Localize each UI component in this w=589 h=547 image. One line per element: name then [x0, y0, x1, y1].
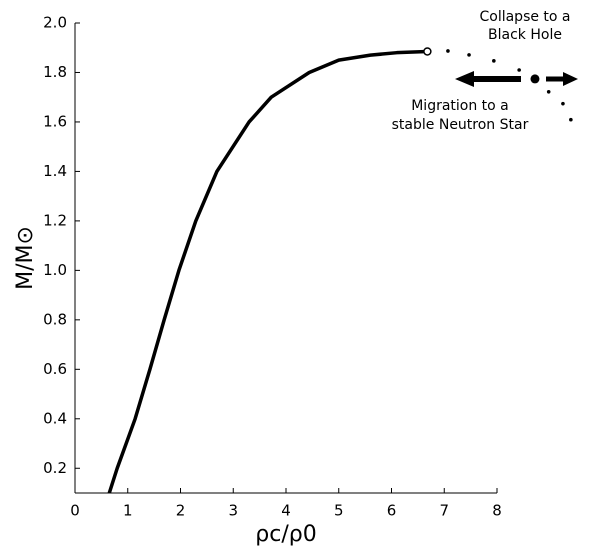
y-tick-label: 0.4 — [43, 409, 67, 427]
y-axis-label: M/M⊙ — [13, 226, 38, 290]
curve — [107, 49, 428, 494]
annotation: Black Hole — [488, 27, 562, 43]
arrows — [455, 71, 578, 87]
y-tick-label: 0.2 — [43, 459, 67, 477]
y-tick-label: 1.6 — [43, 112, 67, 130]
y-tick-label: 1.4 — [43, 162, 67, 180]
unstable-point — [517, 68, 521, 72]
arrow-head — [563, 72, 578, 86]
unstable-point — [492, 59, 496, 63]
y-tick-label: 1.8 — [43, 63, 67, 81]
y-tick-label: 2.0 — [43, 14, 67, 32]
unstable-point — [467, 53, 471, 57]
y-tick-label: 1.2 — [43, 211, 67, 229]
unstable-point — [561, 101, 565, 106]
x-tick-label: 3 — [228, 502, 238, 520]
annotation: Collapse to a — [479, 9, 570, 25]
x-tick-label: 7 — [439, 502, 449, 520]
x-tick-label: 1 — [123, 502, 133, 520]
unstable-point — [546, 89, 551, 94]
perturbed-star — [530, 74, 540, 84]
x-axis-label: ρc/ρ0 — [255, 522, 316, 547]
y-tick-label: 1.0 — [43, 261, 67, 279]
x-tick-label: 2 — [176, 502, 186, 520]
x-tick-label: 6 — [387, 502, 397, 520]
x-tick-label: 8 — [492, 502, 502, 520]
x-tick-label: 4 — [281, 502, 291, 520]
y-tick-label: 0.6 — [43, 360, 67, 378]
unstable-point — [569, 117, 573, 122]
x-tick-label: 0 — [70, 502, 80, 520]
annotation: Migration to a — [411, 98, 509, 114]
unstable-point — [446, 49, 450, 53]
x-tick-label: 5 — [334, 502, 344, 520]
y-tick-label: 0.8 — [43, 310, 67, 328]
annotation: stable Neutron Star — [392, 117, 529, 133]
peak-marker — [423, 47, 432, 56]
arrow-head — [455, 71, 474, 87]
